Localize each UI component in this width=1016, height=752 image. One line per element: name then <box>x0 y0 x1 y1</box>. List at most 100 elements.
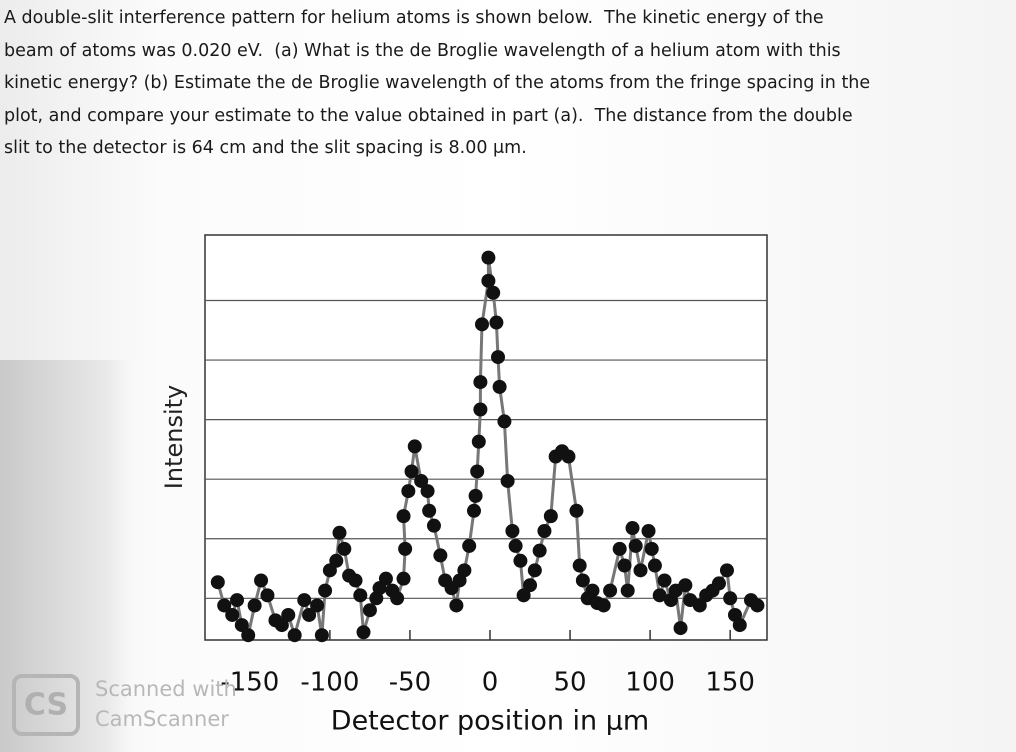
data-point <box>401 484 416 499</box>
data-point <box>314 628 329 643</box>
data-point <box>433 548 448 563</box>
data-point <box>575 573 590 588</box>
data-point <box>673 621 688 636</box>
data-point <box>486 285 501 300</box>
data-point <box>396 509 411 524</box>
data-point <box>466 503 481 518</box>
y-axis-label: Intensity <box>160 385 188 489</box>
data-point <box>633 563 648 578</box>
data-point <box>492 379 507 394</box>
data-point <box>217 598 232 613</box>
data-point <box>543 509 558 524</box>
data-point <box>398 541 413 556</box>
x-tick-label: -100 <box>300 668 359 698</box>
data-point <box>692 598 707 613</box>
data-point <box>414 473 429 488</box>
data-point <box>254 573 269 588</box>
data-point <box>260 588 275 603</box>
data-point <box>287 628 302 643</box>
data-point <box>596 598 611 613</box>
watermark-text: CamScanner <box>95 707 229 731</box>
watermark: CS Scanned with CamScanner <box>12 674 237 736</box>
x-tick-label: 50 <box>554 668 587 698</box>
data-point <box>497 414 512 429</box>
data-point <box>647 558 662 573</box>
data-point <box>620 583 635 598</box>
data-point <box>302 607 317 622</box>
data-point <box>523 578 538 593</box>
x-tick-label: 150 <box>705 668 755 698</box>
data-point <box>481 273 496 288</box>
x-tick-label: -150 <box>220 668 279 698</box>
data-point <box>210 575 225 590</box>
problem-line: plot, and compare your estimate to the v… <box>4 105 853 126</box>
plot-frame <box>204 234 768 641</box>
data-point <box>561 449 576 464</box>
data-point <box>711 576 726 591</box>
data-point <box>356 625 371 640</box>
data-point <box>353 588 368 603</box>
data-point <box>462 538 477 553</box>
watermark-logo-box <box>12 674 80 736</box>
data-point <box>489 315 504 330</box>
data-point <box>449 598 464 613</box>
data-point <box>678 578 693 593</box>
data-point <box>404 464 419 479</box>
data-point <box>481 250 496 265</box>
data-point <box>247 598 262 613</box>
data-point <box>628 538 643 553</box>
scan-shadow <box>0 360 130 752</box>
data-point <box>513 553 528 568</box>
data-point <box>281 607 296 622</box>
data-point <box>532 543 547 558</box>
data-point <box>396 571 411 586</box>
x-axis-label: Detector position in μm <box>331 706 649 737</box>
data-point <box>516 588 531 603</box>
data-point <box>318 583 333 598</box>
data-point <box>407 439 422 454</box>
data-point <box>473 375 488 390</box>
data-point <box>348 573 363 588</box>
data-point <box>527 563 542 578</box>
data-point <box>473 402 488 417</box>
data-point <box>657 573 672 588</box>
data-point <box>241 628 256 643</box>
data-point <box>471 434 486 449</box>
data-point <box>468 488 483 503</box>
data-point <box>617 558 632 573</box>
data-point <box>332 525 347 540</box>
problem-text: A double-slit interference pattern for h… <box>4 2 870 165</box>
problem-line: A double-slit interference pattern for h… <box>4 8 824 28</box>
x-tick-label: 0 <box>482 668 499 698</box>
watermark-text: Scanned with <box>95 677 237 701</box>
data-point <box>230 593 245 608</box>
data-point <box>652 588 667 603</box>
data-point <box>723 591 738 606</box>
data-point <box>641 524 656 539</box>
data-point <box>225 607 240 622</box>
data-point <box>329 553 344 568</box>
data-point <box>274 618 289 633</box>
data-point <box>310 598 325 613</box>
data-point <box>732 618 747 633</box>
problem-line: slit to the detector is 64 cm and the sl… <box>4 138 527 158</box>
data-point <box>572 558 587 573</box>
data-point <box>426 518 441 533</box>
data-point <box>362 603 377 618</box>
data-point <box>508 538 523 553</box>
data-point <box>500 473 515 488</box>
data-point <box>457 563 472 578</box>
data-point <box>625 521 640 536</box>
x-tick-label: -50 <box>389 668 431 698</box>
data-point <box>474 317 489 332</box>
data-point <box>420 484 435 499</box>
data-point <box>612 541 627 556</box>
data-point <box>719 563 734 578</box>
data-point <box>505 524 520 539</box>
data-point <box>378 571 393 586</box>
watermark-logo: CS <box>24 688 68 723</box>
data-point <box>644 541 659 556</box>
data-point <box>234 618 249 633</box>
